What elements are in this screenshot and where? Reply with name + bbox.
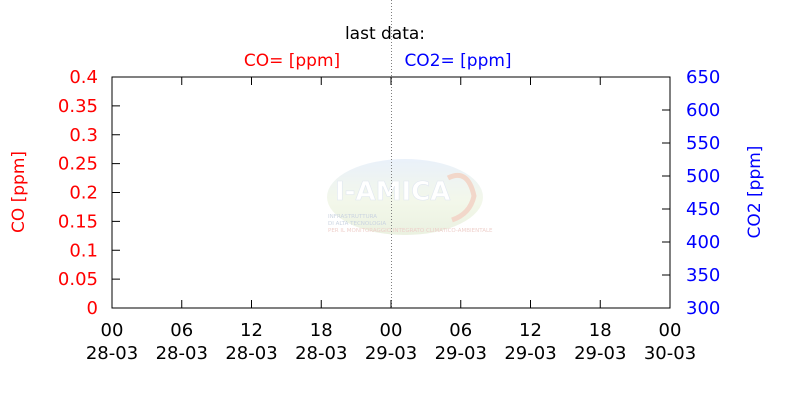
- y-right-tick-label: 400: [686, 232, 720, 253]
- y-left-tick-label: 0.1: [69, 240, 98, 261]
- y-left-tick-label: 0.25: [58, 154, 98, 175]
- watermark-line3: PER IL MONITORAGGIO INTEGRATO CLIMATICO-…: [328, 228, 493, 234]
- x-tick-date-label: 28-03: [156, 343, 208, 364]
- y-right-tick-label: 550: [686, 133, 720, 154]
- y-left-tick-label: 0.3: [69, 125, 98, 146]
- x-tick-time-label: 06: [449, 320, 472, 341]
- y-left-tick-label: 0.05: [58, 269, 98, 290]
- watermark-logo: I-AMICA INFRASTRUTTURA DI ALTA TECNOLOGI…: [327, 159, 493, 235]
- y-right-tick-label: 500: [686, 166, 720, 187]
- y-left-tick-label: 0.35: [58, 96, 98, 117]
- y-left-tick-label: 0: [87, 298, 98, 319]
- x-tick-date-label: 29-03: [435, 343, 487, 364]
- watermark-logo-text: I-AMICA: [335, 177, 450, 207]
- x-tick-time-label: 12: [240, 320, 263, 341]
- x-tick-date-label: 29-03: [504, 343, 556, 364]
- y-left-tick-label: 0.4: [69, 67, 98, 88]
- watermark-line2: DI ALTA TECNOLOGIA: [328, 221, 386, 227]
- x-tick-date-label: 28-03: [295, 343, 347, 364]
- y-right-tick-label: 300: [686, 298, 720, 319]
- x-tick-time-label: 18: [310, 320, 333, 341]
- y-right-tick-label: 450: [686, 199, 720, 220]
- x-tick-time-label: 12: [519, 320, 542, 341]
- watermark-swirl-icon: [446, 172, 477, 223]
- y-right-axis-label: CO2 [ppm]: [745, 146, 765, 239]
- watermark-line1: INFRASTRUTTURA: [328, 214, 377, 220]
- x-tick-time-label: 00: [659, 320, 682, 341]
- y-right-tick-label: 600: [686, 100, 720, 121]
- y-left-tick-label: 0.15: [58, 211, 98, 232]
- x-tick-time-label: 00: [101, 320, 124, 341]
- co2-current-label: CO2= [ppm]: [404, 51, 511, 71]
- co-current-label: CO= [ppm]: [244, 51, 340, 71]
- x-tick-date-label: 29-03: [365, 343, 417, 364]
- x-tick-date-label: 29-03: [574, 343, 626, 364]
- y-right-tick-label: 350: [686, 265, 720, 286]
- y-left-axis-label: CO [ppm]: [9, 151, 29, 233]
- x-tick-date-label: 28-03: [86, 343, 138, 364]
- y-right-tick-label: 650: [686, 67, 720, 88]
- watermark-ellipse: [327, 159, 483, 235]
- y-left-tick-label: 0.2: [69, 183, 98, 204]
- x-tick-time-label: 00: [380, 320, 403, 341]
- x-tick-time-label: 18: [589, 320, 612, 341]
- x-tick-date-label: 28-03: [225, 343, 277, 364]
- x-tick-date-label: 30-03: [644, 343, 696, 364]
- x-tick-time-label: 06: [170, 320, 193, 341]
- last-data-label: last data:: [345, 24, 425, 44]
